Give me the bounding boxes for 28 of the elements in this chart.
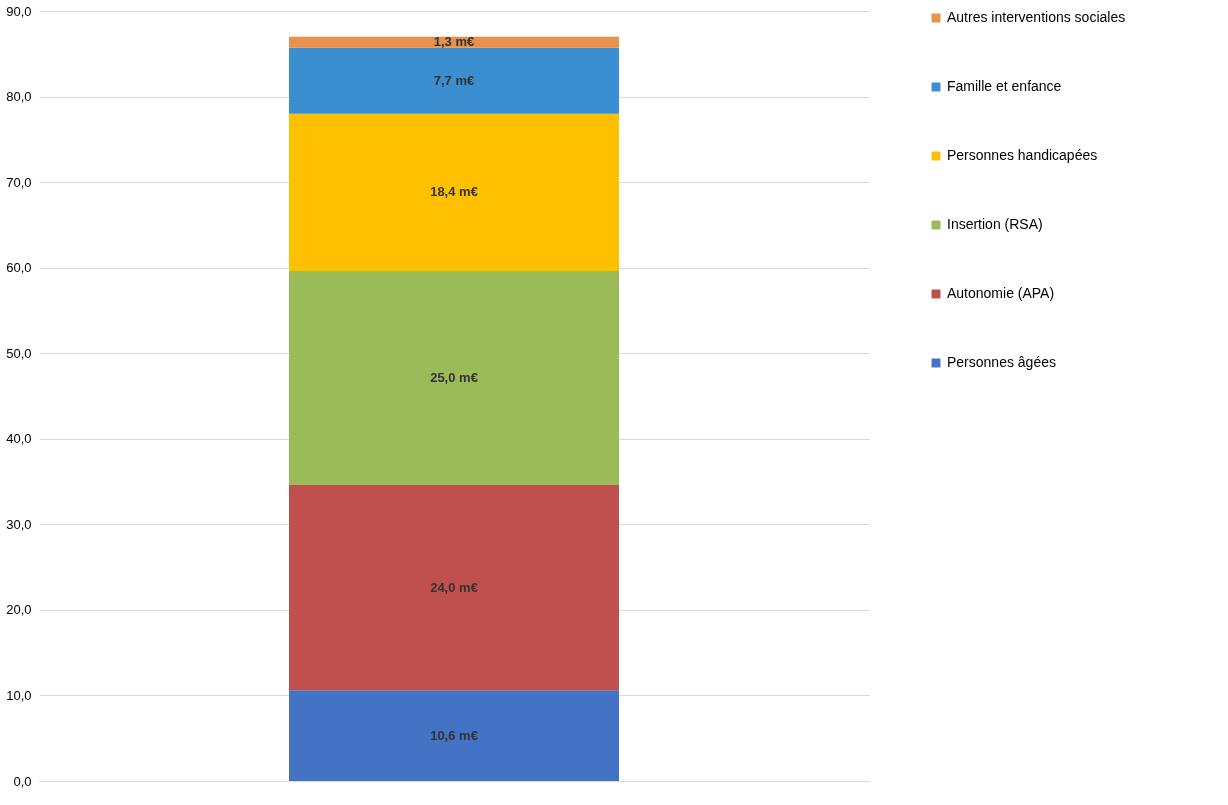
- y-tick-label: 20,0: [6, 602, 32, 618]
- legend-label: Personnes âgées: [947, 354, 1056, 370]
- y-tick-label: 60,0: [6, 260, 32, 276]
- y-tick-label: 10,0: [6, 687, 32, 703]
- y-tick-label: 70,0: [6, 174, 32, 190]
- bar: [289, 36, 619, 48]
- legend-label: Autres interventions sociales: [947, 9, 1126, 25]
- legend-label: Insertion (RSA): [947, 216, 1043, 232]
- legend-label: Famille et enfance: [947, 78, 1062, 94]
- bar: [289, 47, 619, 114]
- data-label: 1,3 m€: [433, 34, 475, 50]
- data-label: 18,4 m€: [430, 184, 478, 200]
- legend-label: Autonomie (APA): [947, 285, 1055, 301]
- data-label: 25,0 m€: [430, 370, 478, 386]
- y-tick-label: 50,0: [6, 345, 32, 361]
- y-tick-label: 40,0: [6, 431, 32, 447]
- bar: [289, 113, 619, 272]
- y-tick-label: 80,0: [6, 89, 32, 105]
- bar: [289, 271, 619, 485]
- legend-label: Personnes handicapées: [947, 147, 1098, 163]
- data-label: 7,7 m€: [433, 72, 475, 88]
- y-tick-label: 0,0: [13, 773, 32, 789]
- y-tick-label: 30,0: [6, 516, 32, 532]
- data-label: 10,6 m€: [430, 727, 478, 743]
- bar: [289, 484, 619, 691]
- y-tick-label: 90,0: [6, 3, 32, 19]
- data-label: 24,0 m€: [430, 579, 478, 595]
- bar: [289, 690, 619, 781]
